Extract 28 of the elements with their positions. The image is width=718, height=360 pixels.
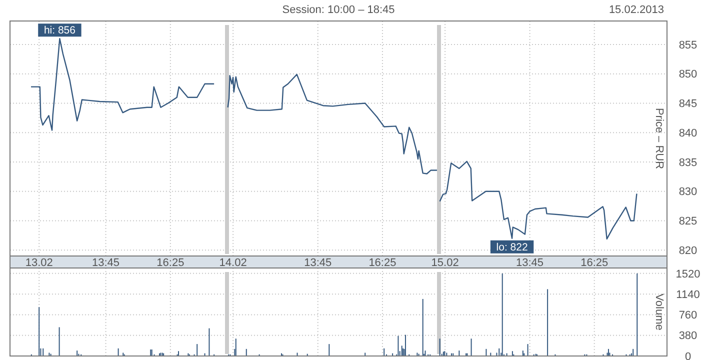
annotation: lo: 822 — [496, 241, 528, 254]
x-tick-label: 14.02 — [219, 257, 247, 269]
x-tick-label: 16:25 — [368, 257, 396, 269]
y-tick-label: 835 — [678, 156, 698, 169]
annotation: hi: 856 — [44, 24, 76, 37]
y-tick-label: 825 — [678, 216, 698, 228]
y-tick-label: 840 — [678, 127, 698, 140]
y-axis-title: Volume — [653, 294, 665, 330]
y-tick-label: 820 — [678, 244, 698, 257]
x-tick-label: 13:45 — [304, 257, 332, 269]
y-tick-label: 0 — [684, 350, 692, 360]
y-tick-label: 830 — [678, 186, 698, 198]
x-tick-label: 13:45 — [92, 257, 120, 269]
x-tick-label: 13.02 — [25, 257, 53, 269]
y-tick-label: 760 — [678, 310, 698, 322]
y-axis-title: Price – RUR — [653, 108, 665, 170]
x-tick-label: 16:25 — [156, 257, 184, 269]
x-tick-label: 13:45 — [516, 257, 544, 269]
y-tick-label: 380 — [678, 330, 698, 342]
y-tick-label: 1520 — [676, 268, 700, 280]
y-tick-label: 1140 — [676, 288, 700, 301]
y-tick-label: 845 — [678, 98, 698, 110]
x-tick-label: 15.02 — [431, 257, 459, 269]
chart-title: Session: 10:00 – 18:45 — [282, 4, 395, 16]
y-tick-label: 855 — [678, 39, 698, 52]
x-tick-label: 16:25 — [580, 257, 608, 269]
y-tick-label: 850 — [678, 68, 698, 81]
text: 15.02.2013 — [608, 4, 664, 16]
